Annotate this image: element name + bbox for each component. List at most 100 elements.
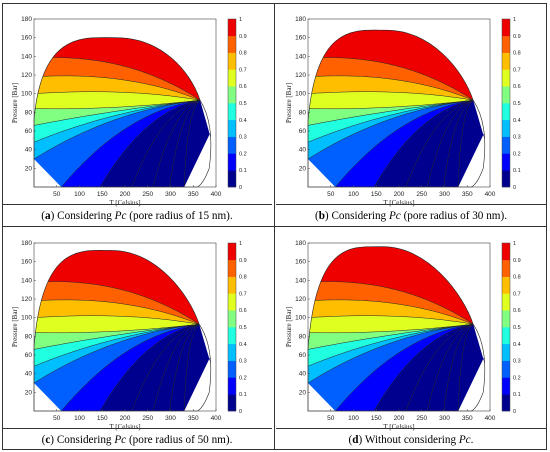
contour-band [100, 324, 200, 411]
contour-line [457, 100, 474, 187]
colorbar [501, 18, 511, 188]
colorbar [501, 242, 511, 412]
x-tick-label: 50 [53, 415, 61, 422]
contour-line [152, 323, 200, 411]
contour-band [100, 100, 201, 187]
contour-band [34, 100, 201, 126]
colorbar-segment [502, 360, 510, 378]
chart-d: 50 100 150 200 250 300 350 400 20 40 60 80 100 120 140… [285, 240, 521, 431]
contour-line [34, 323, 200, 384]
colorbar-tick-label: 1 [239, 241, 242, 247]
contour-line [131, 99, 201, 187]
contour-line [405, 99, 474, 187]
contour-band [34, 91, 201, 109]
y-tick-label: 140 [21, 277, 32, 284]
colorbar-segment [502, 52, 510, 70]
panel-a: 50 100 150 200 250 300 350 400 20 40 60 80 100 120 140… [2, 3, 272, 226]
panel-d: 50 100 150 200 250 300 350 400 20 40 60 80 100 120 140… [276, 227, 546, 450]
phase-envelope [33, 250, 212, 412]
colorbar-tick-label: 0.9 [513, 258, 521, 264]
contour-line [373, 99, 474, 187]
colorbar-segment [502, 136, 510, 154]
colorbar-tick-label: 0.2 [239, 375, 247, 381]
colorbar-tick-label: 0.6 [513, 308, 521, 314]
contour-band [308, 75, 474, 101]
x-axis-label: T [Celsius] [383, 199, 414, 207]
colorbar-tick-label: 0.7 [239, 291, 247, 297]
y-tick-label: 40 [299, 147, 307, 154]
contour-band [34, 324, 200, 367]
colorbar-segment [502, 103, 510, 121]
contour-band [443, 324, 474, 411]
colorbar-tick-label: 1 [239, 17, 242, 23]
colorbar-segment [502, 276, 510, 294]
caption-label: c [45, 434, 51, 446]
figure-grid: 50 100 150 200 250 300 350 400 20 40 60 80 100 120 140… [2, 3, 547, 450]
contour-line [169, 323, 200, 411]
contour-line [34, 323, 200, 367]
x-tick-label: 50 [327, 415, 335, 422]
caption-divider [2, 204, 272, 205]
y-tick-label: 80 [299, 109, 307, 116]
colorbar-segment [502, 343, 510, 361]
contour-band [308, 299, 474, 325]
x-tick-label: 150 [371, 191, 382, 198]
contour-band [374, 324, 474, 411]
contour-band [34, 299, 200, 325]
contour-band [308, 324, 474, 350]
contour-line [34, 99, 201, 126]
colorbar-segment [228, 19, 236, 37]
contour-band [308, 324, 474, 367]
y-tick-label: 60 [25, 352, 33, 359]
colorbar-segment [228, 136, 236, 154]
x-tick-label: 400 [211, 191, 222, 198]
caption-text-end: (pore radius of 50 nm). [126, 434, 233, 446]
colorbar-segment [228, 153, 236, 171]
contour-line [308, 99, 474, 126]
y-tick-label: 20 [25, 389, 33, 396]
colorbar-segment [502, 243, 510, 261]
x-axis-label: T [Celsius] [109, 423, 140, 431]
colorbar [227, 18, 237, 188]
x-tick-label: 150 [371, 415, 382, 422]
colorbar-segment [502, 119, 510, 137]
contour-line [183, 100, 201, 187]
contour-line [169, 99, 201, 187]
colorbar-segment [502, 377, 510, 395]
x-tick-label: 300 [165, 415, 176, 422]
x-tick-label: 250 [416, 191, 427, 198]
contour-line [426, 323, 474, 411]
contour-band [308, 91, 474, 109]
contour-band [34, 324, 200, 350]
caption-label: a [45, 210, 51, 222]
colorbar-segment [228, 360, 236, 378]
x-tick-label: 100 [74, 415, 85, 422]
colorbar-tick-label: 0.7 [513, 291, 521, 297]
y-tick-label: 180 [21, 240, 32, 247]
colorbar-tick-label: 0 [239, 185, 242, 191]
y-tick-label: 180 [295, 240, 306, 247]
contour-band [458, 100, 485, 187]
colorbar-segment [228, 293, 236, 311]
contour-line [34, 323, 200, 334]
colorbar-tick-label: 0.3 [513, 359, 521, 365]
chart-c: 50 100 150 200 250 300 350 400 20 40 60 80 100 120 140… [11, 240, 247, 431]
x-tick-label: 350 [462, 191, 473, 198]
contour-line [34, 99, 201, 110]
colorbar [227, 242, 237, 412]
contour-band [374, 100, 474, 187]
caption-text-end: (pore radius of 30 nm). [400, 210, 508, 222]
phase-envelope [307, 246, 486, 412]
colorbar-tick-label: 0 [513, 409, 516, 415]
contour-line [308, 57, 474, 101]
phase-envelope [33, 37, 212, 188]
contour-band [34, 315, 200, 333]
colorbar-tick-label: 0.4 [239, 342, 247, 348]
colorbar-tick-label: 1 [513, 241, 516, 247]
colorbar-segment [228, 310, 236, 328]
table-border-center [274, 3, 275, 450]
y-tick-label: 160 [295, 259, 306, 266]
colorbar-tick-label: 0.1 [513, 392, 521, 398]
y-tick-label: 160 [295, 35, 306, 42]
x-tick-label: 250 [142, 191, 153, 198]
